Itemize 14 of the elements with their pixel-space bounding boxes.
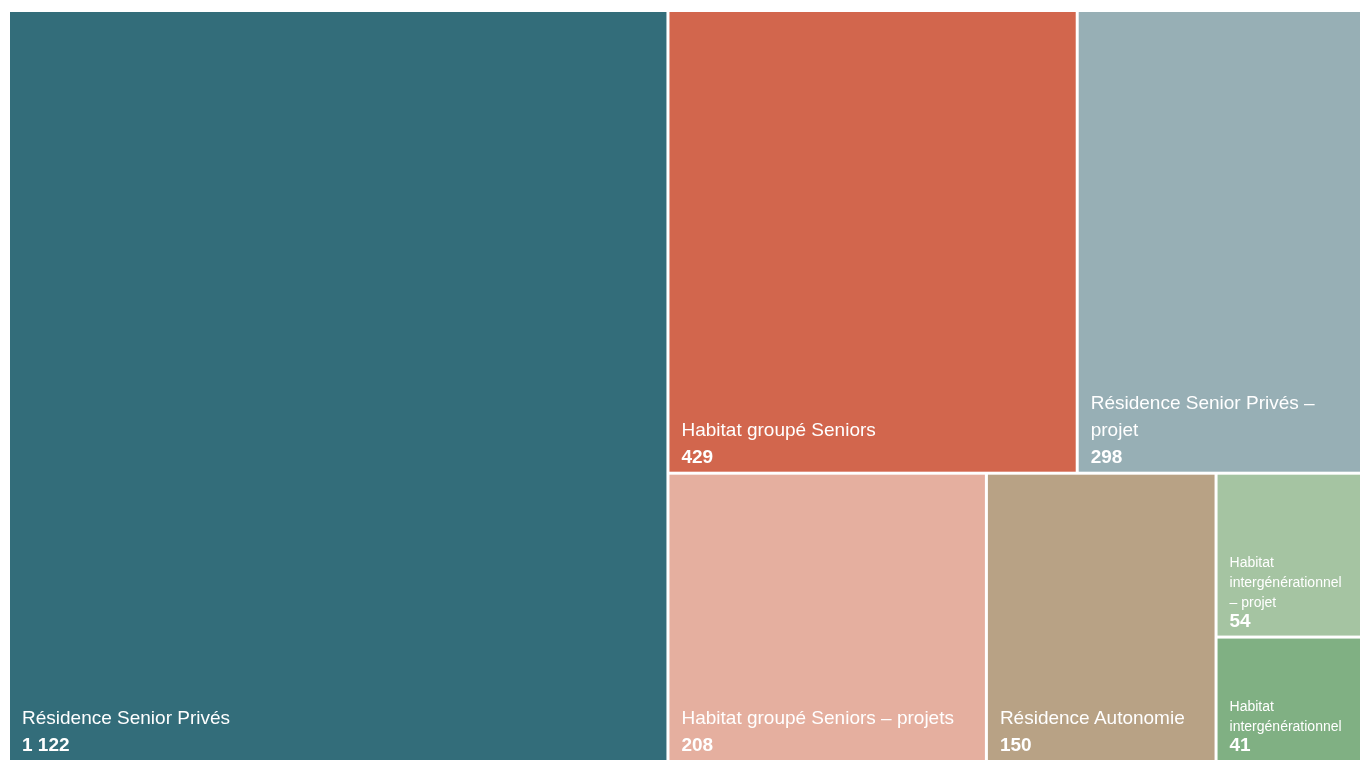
data-label: 429 (681, 445, 714, 467)
data-label: 208 (681, 734, 714, 755)
data-label: 54 (1229, 609, 1252, 631)
data-label: 150 (999, 734, 1032, 755)
category-label: Résidence Senior Privés (22, 707, 231, 728)
category-label: Résidence Autonomie (999, 707, 1185, 728)
category-label: Résidence Senior Privés – projet (1090, 391, 1316, 440)
data-label: 1 122 (22, 734, 70, 755)
category-label: Habitat intergénérationnel – projet (1229, 553, 1342, 610)
category-label: Habitat groupé Seniors (681, 418, 876, 440)
category-label: Habitat intergénérationnel (1229, 698, 1342, 735)
data-label: 298 (1090, 445, 1123, 467)
data-label: 41 (1229, 734, 1252, 755)
category-label: Habitat groupé Seniors – projets (681, 707, 954, 728)
